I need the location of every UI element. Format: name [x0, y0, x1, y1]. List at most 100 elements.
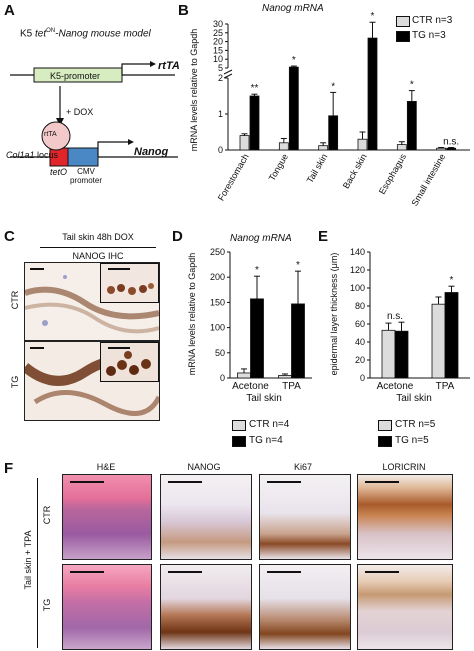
b-axis-break-mark [223, 73, 233, 79]
panel-b-label: B [178, 2, 189, 19]
d-bar [291, 303, 305, 379]
panel-e-chart: 0 20 40 60 80 100 120 140 n.s. Acetone * TPA [350, 247, 470, 390]
f-ctr-loricrin-scalebar [365, 481, 399, 483]
ihc-tg-inset-scalebar [108, 347, 130, 349]
e-ytick-label: 100 [350, 283, 365, 293]
panel-e-ylabel: epidermal layer thickness (μm) [329, 252, 339, 376]
f-tg-he-scalebar [70, 571, 104, 573]
e-ytick-label: 60 [355, 319, 365, 329]
panel-a-label: A [4, 2, 15, 19]
b-category-label: Tongue [267, 152, 290, 183]
dox-label: + DOX [66, 107, 94, 117]
e-ytick-label: 80 [355, 301, 365, 311]
f-ctr-ki67-image [259, 474, 351, 560]
b-ytick-label: 0 [218, 145, 223, 155]
panel-f-row-ctr: CTR [42, 505, 52, 525]
b-ytick-label: 30 [213, 19, 223, 29]
d-ytick-label: 0 [220, 373, 225, 383]
legend-d-tg-label: TG n=4 [249, 435, 283, 446]
e-bar [444, 292, 459, 379]
ihc-ctr-inset-nuclei [107, 283, 154, 295]
rtta-protein-label: rtTA [44, 131, 57, 138]
b-category-label: Esophagus [377, 152, 408, 196]
panel-b-ylabel: mRNA levels relative to Gapdh [189, 28, 199, 152]
f-ctr-nanog-scalebar [168, 481, 202, 483]
panel-a-title-prefix: K5 [20, 28, 36, 40]
dox-arrowhead [56, 118, 64, 126]
panel-c-subheader: NANOG IHC [72, 251, 124, 261]
legend-b-tg-swatch [396, 31, 410, 42]
panel-a-title: K5 tetON-Nanog mouse model [20, 28, 151, 39]
panel-c-row-ctr: CTR [10, 290, 20, 310]
d-significance: * [255, 265, 259, 276]
b-bar [396, 144, 407, 151]
b-bar [239, 135, 250, 151]
col1a1-label: Col1a1 locus [6, 150, 58, 160]
ihc-tg-scalebar [30, 347, 44, 349]
d-ytick-label: 100 [210, 323, 225, 333]
b-bar [278, 142, 289, 151]
b-bar [318, 145, 329, 151]
f-tg-ki67-scalebar [267, 571, 301, 573]
nanog-gene-label: Nanog [134, 146, 169, 158]
d-bar [237, 372, 251, 379]
panel-a-title-rest: -Nanog mouse model [55, 28, 151, 40]
b-significance: * [292, 55, 296, 66]
b-category-label: Back skin [341, 152, 369, 190]
e-category-label: Acetone [377, 381, 414, 390]
f-ctr-ki67-scalebar [267, 481, 301, 483]
d-ytick-label: 50 [215, 348, 225, 358]
cmv-tss-arrow [97, 141, 128, 157]
panel-f-side-rule [37, 478, 38, 648]
panel-f-col-he: H&E [96, 462, 116, 472]
panel-f-side-label: Tail skin + TPA [23, 530, 33, 590]
cmv-promoter-box [67, 147, 99, 167]
b-bar [446, 147, 457, 151]
panel-b-ylabel-wrap: mRNA levels relative to Gapdh [188, 26, 200, 154]
f-ctr-loricrin-image [357, 474, 453, 560]
panel-f-row-tg-wrap: TG [40, 595, 54, 615]
b-ytick-label: 25 [213, 28, 223, 38]
cmv-label: CMV promoter [69, 167, 102, 185]
b-ytick-label: 5 [218, 63, 223, 73]
panel-c-header: Tail skin 48h DOX [62, 232, 134, 242]
panel-e-xgroup: Tail skin [396, 393, 432, 404]
legend-e-tg-swatch [378, 436, 392, 447]
panel-c-row-tg: TG [10, 375, 20, 389]
b-bar [328, 115, 339, 151]
panel-f-col-ki67: Ki67 [293, 462, 312, 472]
e-category-label: TPA [436, 381, 455, 390]
b-bar [367, 37, 378, 151]
b-ytick-label: 20 [213, 37, 223, 47]
teto-label: tetO [50, 167, 68, 177]
f-tg-nanog-image [160, 564, 252, 650]
b-category-label: Small intestine [409, 152, 447, 208]
f-tg-loricrin-image [357, 564, 453, 650]
d-significance: * [296, 260, 300, 271]
panel-c-row-tg-wrap: TG [8, 372, 22, 392]
d-bar [278, 375, 292, 379]
panel-e-ylabel-wrap: epidermal layer thickness (μm) [328, 250, 340, 378]
panel-c-row-ctr-wrap: CTR [8, 290, 22, 310]
col1a1-locus-word: locus [34, 150, 59, 160]
panel-f-row-ctr-wrap: CTR [40, 505, 54, 525]
rtta-protein-circle [41, 121, 71, 151]
panel-a-title-tet: tet [35, 28, 47, 40]
b-bar [357, 138, 368, 151]
legend-b-ctr-swatch [396, 16, 410, 27]
ihc-ctr-inset-scalebar [108, 268, 130, 270]
panel-a-title-sup: ON [46, 28, 56, 34]
e-ytick-label: 40 [355, 337, 365, 347]
b-axis-break-mark [223, 69, 233, 75]
k5-tss-arrowhead [150, 61, 156, 67]
b-significance: n.s. [443, 136, 459, 147]
e-ytick-label: 120 [350, 265, 365, 275]
b-ytick-label: 2 [218, 73, 223, 83]
panel-f-row-tg: TG [42, 598, 52, 612]
ihc-ctr-scalebar [30, 268, 44, 270]
legend-d-ctr-swatch [232, 420, 246, 431]
f-ctr-he-scalebar [70, 481, 104, 483]
f-ctr-nanog-image [160, 474, 252, 560]
panel-c-header-spacer [40, 235, 156, 236]
f-tg-ki67-image [259, 564, 351, 650]
